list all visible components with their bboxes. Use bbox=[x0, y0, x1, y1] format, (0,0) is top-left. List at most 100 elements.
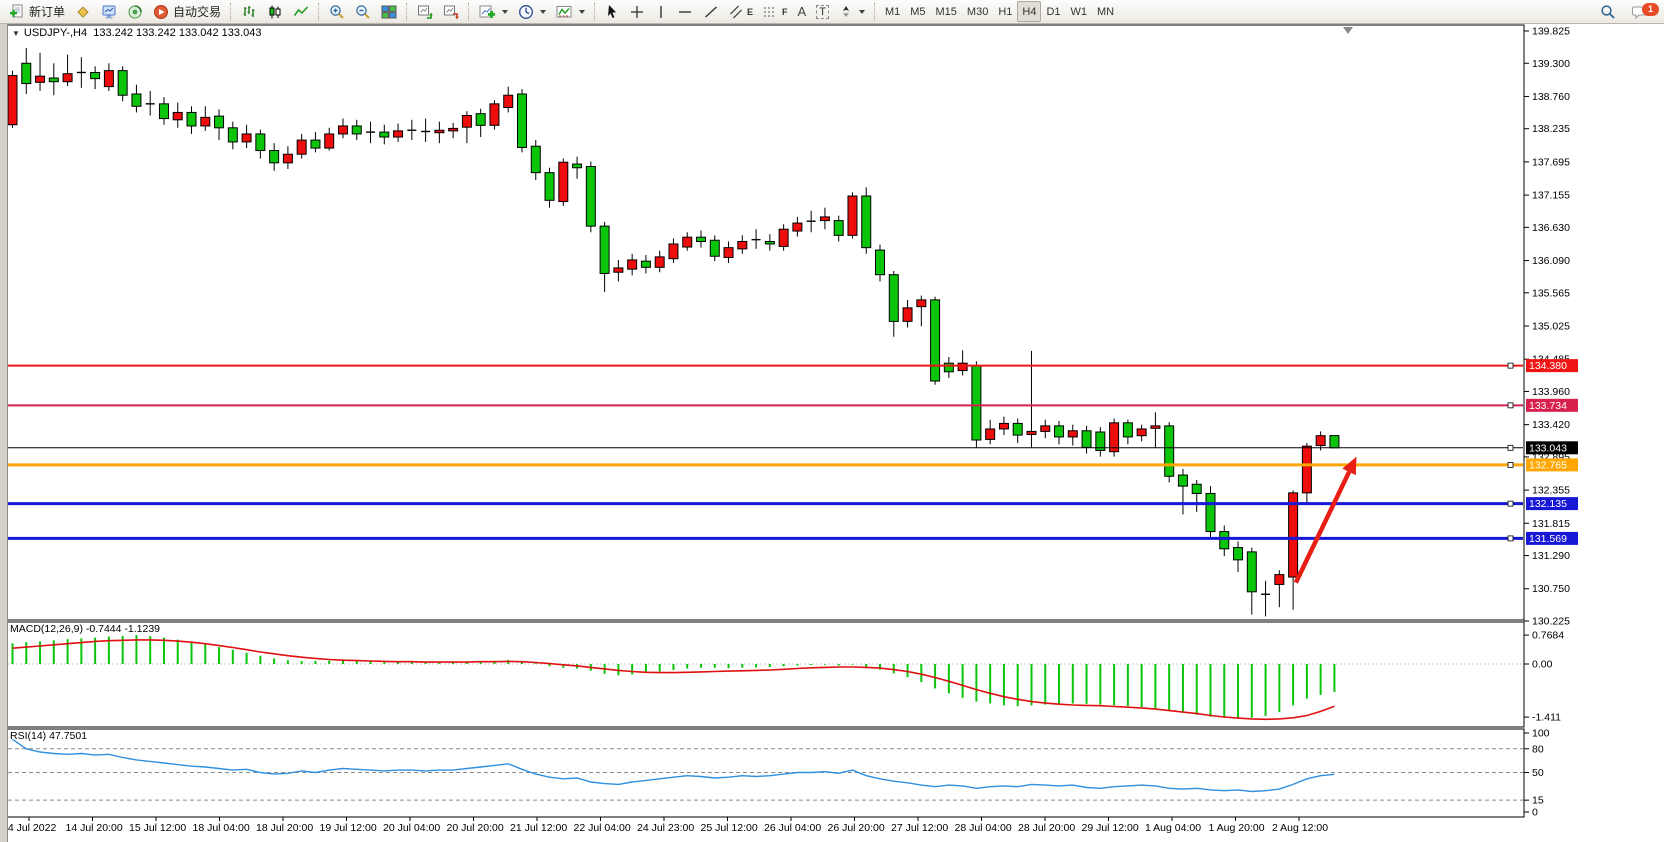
svg-text:19 Jul 12:00: 19 Jul 12:00 bbox=[320, 822, 377, 834]
rsi-line bbox=[12, 738, 1335, 793]
chevron-down-icon bbox=[502, 9, 509, 14]
text-tool-button[interactable]: A bbox=[793, 1, 812, 22]
fibonacci-icon bbox=[764, 7, 777, 16]
notification-badge: 1 bbox=[1642, 3, 1659, 16]
new-order-button[interactable]: 新订单 bbox=[4, 1, 70, 22]
trendline-tool-button[interactable] bbox=[698, 1, 724, 22]
navigator-button[interactable] bbox=[122, 1, 148, 22]
svg-text:137.695: 137.695 bbox=[1532, 156, 1570, 168]
indicators-button[interactable] bbox=[551, 1, 590, 22]
svg-text:137.155: 137.155 bbox=[1532, 190, 1570, 202]
candlestick-button[interactable] bbox=[262, 1, 288, 22]
svg-text:130.225: 130.225 bbox=[1532, 616, 1570, 628]
timeframe-h1-button[interactable]: H1 bbox=[993, 1, 1017, 22]
notifications-button[interactable]: 1 bbox=[1627, 1, 1659, 22]
channel-tool-button[interactable]: E bbox=[724, 1, 758, 22]
svg-text:133.043: 133.043 bbox=[1529, 442, 1567, 454]
toolbar-separator bbox=[230, 2, 232, 21]
symbol-period-label: USDJPY-,H4 bbox=[23, 27, 88, 39]
svg-text:136.090: 136.090 bbox=[1532, 255, 1570, 267]
svg-text:133.734: 133.734 bbox=[1529, 400, 1567, 412]
toolbar: 新订单 自动交易 bbox=[0, 0, 1664, 24]
timeframe-m1-button[interactable]: M1 bbox=[880, 1, 905, 22]
svg-text:131.815: 131.815 bbox=[1532, 518, 1570, 530]
macd-signal-line bbox=[12, 639, 1335, 721]
collapse-icon[interactable]: ▼ bbox=[12, 29, 20, 38]
tile-windows-icon bbox=[381, 5, 397, 19]
toolbar-separator bbox=[468, 2, 470, 21]
macd-indicator-label: MACD(12,26,9) -0.7444 -1.1239 bbox=[10, 623, 161, 635]
time-axis[interactable]: 14 Jul 2022 14 Jul 20:00 15 Jul 12:00 18 Ju… bbox=[2, 817, 1328, 834]
timeframe-m5-button[interactable]: M5 bbox=[905, 1, 930, 22]
market-watch-button[interactable] bbox=[96, 1, 122, 22]
svg-text:138.760: 138.760 bbox=[1532, 91, 1570, 103]
toolbar-separator bbox=[594, 2, 596, 21]
svg-text:134.380: 134.380 bbox=[1529, 360, 1567, 372]
chevron-down-icon bbox=[540, 9, 547, 14]
horizontal-line-tool-button[interactable] bbox=[672, 1, 698, 22]
crosshair-tool-button[interactable] bbox=[624, 1, 650, 22]
svg-text:15: 15 bbox=[1532, 795, 1544, 807]
svg-text:-1.411: -1.411 bbox=[1532, 712, 1561, 724]
autotrading-button[interactable]: 自动交易 bbox=[148, 1, 226, 22]
bar-chart-button[interactable] bbox=[236, 1, 262, 22]
timeframe-m30-button[interactable]: M30 bbox=[962, 1, 993, 22]
toolbar-separator bbox=[873, 2, 876, 21]
svg-text:139.300: 139.300 bbox=[1532, 58, 1570, 70]
chevron-down-icon bbox=[858, 9, 865, 14]
cursor-tool-button[interactable] bbox=[600, 1, 624, 22]
fibonacci-tool-button[interactable]: F bbox=[758, 1, 793, 22]
indicators-icon bbox=[556, 5, 572, 17]
cursor-icon bbox=[608, 4, 617, 18]
horizontal-line-objects[interactable]: 134.380 133.734 133.043 132.765 132.135 131.5… bbox=[8, 359, 1578, 545]
zoom-out-button[interactable] bbox=[350, 1, 376, 22]
svg-text:138.235: 138.235 bbox=[1532, 123, 1570, 135]
svg-text:28 Jul 04:00: 28 Jul 04:00 bbox=[955, 822, 1012, 834]
period-clock-icon bbox=[519, 4, 533, 19]
text-icon: A bbox=[797, 4, 807, 19]
zoom-in-button[interactable] bbox=[324, 1, 350, 22]
arrange-cascade-button[interactable] bbox=[438, 1, 464, 22]
toolbar-separator bbox=[406, 2, 408, 21]
arrow-annotation[interactable] bbox=[1293, 456, 1357, 584]
chart-profile-button[interactable] bbox=[70, 1, 96, 22]
market-watch-icon bbox=[102, 5, 116, 18]
svg-text:0: 0 bbox=[1532, 807, 1538, 819]
timeframe-h4-button[interactable]: H4 bbox=[1017, 1, 1042, 22]
svg-text:0.7684: 0.7684 bbox=[1532, 630, 1564, 642]
svg-text:135.565: 135.565 bbox=[1532, 287, 1570, 299]
svg-text:24 Jul 23:00: 24 Jul 23:00 bbox=[637, 822, 694, 834]
timeframe-w1-button[interactable]: W1 bbox=[1066, 1, 1093, 22]
svg-text:21 Jul 12:00: 21 Jul 12:00 bbox=[510, 822, 567, 834]
timeframe-d1-button[interactable]: D1 bbox=[1041, 1, 1065, 22]
chart-panels bbox=[6, 24, 1525, 818]
toolbar-separator bbox=[318, 2, 320, 21]
ohlc-readout: 133.242 133.242 133.042 133.043 bbox=[93, 27, 262, 39]
arrange-windows-button[interactable] bbox=[412, 1, 438, 22]
timeframe-m15-button[interactable]: M15 bbox=[931, 1, 962, 22]
svg-text:132.135: 132.135 bbox=[1529, 498, 1567, 510]
search-button[interactable] bbox=[1595, 1, 1621, 22]
svg-text:132.355: 132.355 bbox=[1532, 485, 1570, 497]
svg-text:131.569: 131.569 bbox=[1529, 533, 1567, 545]
svg-text:15 Jul 12:00: 15 Jul 12:00 bbox=[129, 822, 186, 834]
line-chart-button[interactable] bbox=[288, 1, 314, 22]
autotrading-icon bbox=[154, 4, 169, 19]
svg-text:139.825: 139.825 bbox=[1532, 26, 1570, 38]
svg-text:1 Aug 04:00: 1 Aug 04:00 bbox=[1145, 822, 1201, 834]
new-order-icon bbox=[10, 4, 23, 17]
tile-windows-button[interactable] bbox=[376, 1, 402, 22]
shapes-icon bbox=[842, 5, 849, 17]
timeframe-mn-button[interactable]: MN bbox=[1092, 1, 1119, 22]
new-chart-button[interactable] bbox=[474, 1, 513, 22]
text-label-tool-button[interactable]: T bbox=[811, 1, 834, 22]
periods-button[interactable] bbox=[513, 1, 551, 22]
arrange-down-icon bbox=[444, 5, 459, 19]
svg-text:25 Jul 12:00: 25 Jul 12:00 bbox=[701, 822, 758, 834]
svg-text:20 Jul 20:00: 20 Jul 20:00 bbox=[447, 822, 504, 834]
shapes-tool-button[interactable] bbox=[834, 1, 870, 22]
chart-shift-marker[interactable] bbox=[1343, 27, 1353, 34]
text-label-icon: T bbox=[816, 4, 829, 19]
fibonacci-letter: F bbox=[782, 6, 788, 17]
vertical-line-tool-button[interactable] bbox=[650, 1, 672, 22]
